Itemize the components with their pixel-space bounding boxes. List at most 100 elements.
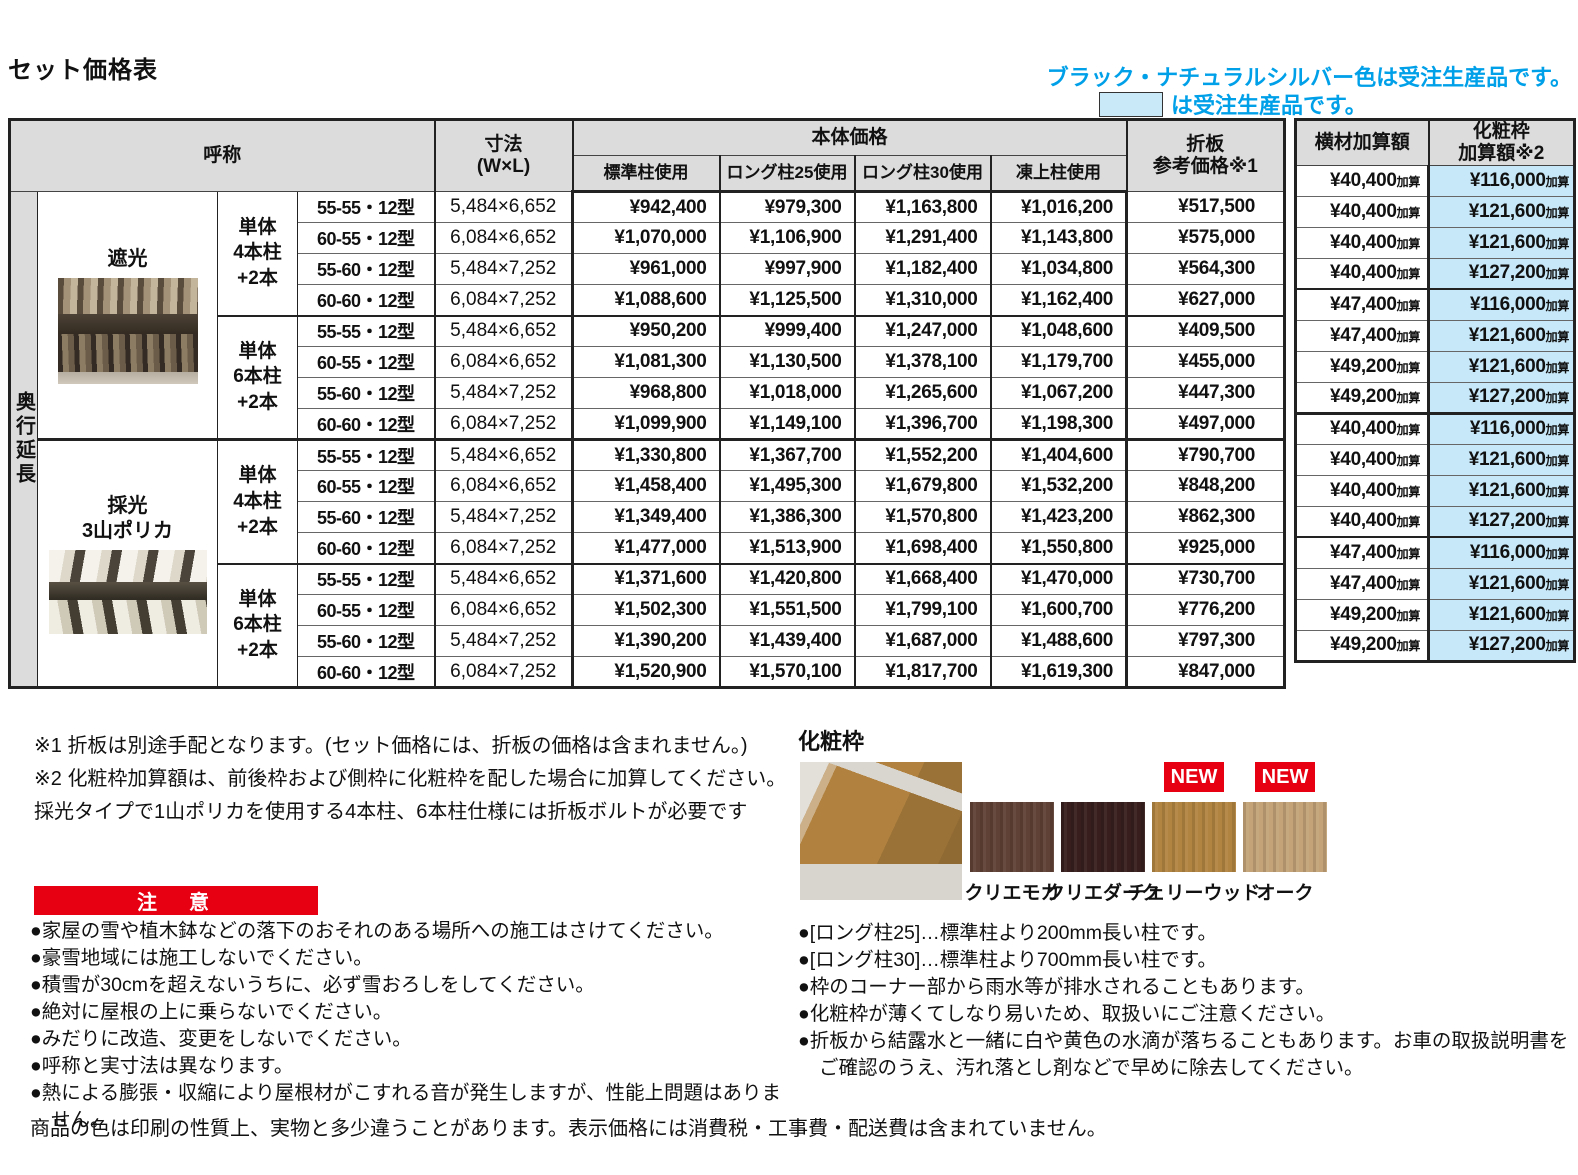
warning-item: ●絶対に屋根の上に乗らないでください。 [30, 1001, 393, 1023]
amount-text: ¥47,400 [1330, 572, 1397, 594]
kesho-addon-cell: ¥121,600加算 [1428, 350, 1576, 383]
price-frost-cell: ¥1,423,200 [990, 501, 1129, 533]
price-long25-cell: ¥1,106,900 [719, 222, 856, 254]
amount-text: ¥121,600 [1468, 200, 1546, 222]
price-standard-cell: ¥1,330,800 [572, 438, 721, 471]
kasan-suffix-text: 加算 [1396, 174, 1421, 189]
color-swatch-block: NEW チェリーウッド [1127, 762, 1261, 904]
price-standard-cell: ¥1,070,000 [572, 222, 721, 254]
yokozai-addon-cell: ¥40,400加算 [1295, 226, 1431, 259]
price-long30-cell: ¥1,265,600 [854, 377, 992, 409]
price-table-area: 呼称 寸法 (W×L) 本体価格 折板 参考価格※1 標準柱使用 ロング柱25使… [8, 118, 1577, 689]
amount-text: ¥40,400 [1330, 231, 1397, 253]
kesho-frame-corner-photo [800, 762, 962, 900]
header-long-pillar-25: ロング柱25使用 [718, 155, 856, 193]
warning-item: ●熱による膨張・収縮により屋根材がこすれる音が発生しますが、性能上問題はありませ… [30, 1082, 782, 1131]
set-price-table: 呼称 寸法 (W×L) 本体価格 折板 参考価格※1 標準柱使用 ロング柱25使… [8, 118, 1287, 689]
oriita-price-cell: ¥517,500 [1126, 191, 1286, 223]
amount-text: ¥127,200 [1468, 510, 1546, 532]
price-standard-cell: ¥1,458,400 [572, 470, 721, 502]
yokozai-addon-cell: ¥47,400加算 [1295, 567, 1431, 600]
kasan-suffix-text: 加算 [1545, 515, 1570, 530]
yokozai-addon-cell: ¥40,400加算 [1295, 411, 1431, 445]
kasan-suffix-text: 加算 [1545, 298, 1570, 313]
kesho-note-item: ●化粧枠が薄くてしなり易いため、取扱いにご注意ください。 [798, 1003, 1336, 1025]
made-to-order-note-text: は受注生産品です。 [1171, 93, 1367, 118]
kasan-suffix-text: 加算 [1545, 360, 1570, 375]
new-badge: NEW [1255, 762, 1315, 792]
price-frost-cell: ¥1,550,800 [990, 532, 1129, 564]
footnotes: ※1 折板は別途手配となります。(セット価格には、折板の価格は含まれません。) ※… [34, 730, 786, 829]
price-long30-cell: ¥1,817,700 [854, 656, 992, 688]
disclaimer-text: 商品の色は印刷の性質上、実物と多少違うことがあります。表示価格には消費税・工事費… [30, 1118, 1107, 1140]
kasan-suffix-text: 加算 [1545, 639, 1570, 654]
kesho-frame-section: 化粧枠 クリエモカ クリエダーク NEW チェリーウッド NEW オーク ●[ロング柱25… [790, 710, 1578, 1175]
new-badge: NEW [1164, 762, 1224, 792]
addon-table-row: ¥40,400加算 ¥121,600加算 [1295, 226, 1576, 259]
header-kesho-frame-addon: 化粧枠 加算額※2 [1427, 118, 1576, 166]
addon-table-row: ¥40,400加算 ¥116,000加算 [1295, 164, 1576, 197]
header-oriita-reference-price: 折板 参考価格※1 [1125, 118, 1286, 192]
oriita-price-cell: ¥409,500 [1126, 314, 1286, 347]
oriita-price-cell: ¥862,300 [1126, 501, 1286, 533]
yokozai-addon-cell: ¥49,200加算 [1295, 350, 1431, 383]
amount-text: ¥121,600 [1468, 448, 1546, 470]
oriita-price-cell: ¥776,200 [1126, 594, 1286, 626]
warning-item: ●呼称と実寸法は異なります。 [30, 1055, 294, 1077]
warning-item: ●家屋の雪や植木鉢などの落下のおそれのある場所への施工はさけてください。 [30, 920, 724, 942]
warning-banner: 注 意 [34, 886, 318, 915]
yokozai-addon-cell: ¥47,400加算 [1295, 536, 1431, 569]
oriita-price-cell: ¥627,000 [1126, 284, 1286, 316]
price-long30-cell: ¥1,799,100 [854, 594, 992, 626]
addon-table-row: ¥47,400加算 ¥121,600 加算 [1295, 567, 1576, 600]
table-row: 60-60・12型 6,084×7,252 ¥1,520,900 ¥1,570,100… [10, 656, 1286, 688]
addon-table-row: ¥40,400加算 ¥121,600加算 [1295, 443, 1576, 476]
yokozai-addon-cell: ¥40,400加算 [1295, 474, 1431, 507]
price-standard-cell: ¥1,390,200 [572, 625, 721, 657]
amount-text: ¥40,400 [1330, 200, 1397, 222]
header-frost-pillar: 凍上柱使用 [989, 155, 1128, 193]
model-name-cell: 60-55・12型 [296, 346, 436, 378]
dimension-cell: 5,484×6,652 [434, 562, 575, 595]
table-row: 60-60・12型 6,084×7,252 ¥1,099,900 ¥1,149,100… [10, 408, 1286, 440]
price-frost-cell: ¥1,067,200 [990, 377, 1129, 409]
model-name-cell: 55-60・12型 [296, 625, 436, 657]
price-long25-cell: ¥1,130,500 [719, 346, 856, 378]
table-row: 60-60・12型 6,084×7,252 ¥1,477,000 ¥1,513,900… [10, 532, 1286, 564]
amount-text: ¥40,400 [1330, 169, 1397, 191]
price-long30-cell: ¥1,570,800 [854, 501, 992, 533]
oriita-price-cell: ¥848,200 [1126, 470, 1286, 502]
amount-text: ¥49,200 [1330, 355, 1397, 377]
amount-text: ¥127,200 [1468, 262, 1546, 284]
amount-text: ¥121,600 [1468, 324, 1546, 346]
amount-text: ¥49,200 [1330, 603, 1397, 625]
model-name-cell: 55-60・12型 [296, 501, 436, 533]
kesho-notes-list: ●[ロング柱25]…標準柱より200mm長い柱です。 ●[ロング柱30]…標準柱よ… [798, 920, 1573, 1082]
kesho-addon-cell: ¥127,200加算 [1428, 381, 1576, 414]
addon-table-row: ¥47,400加算 ¥121,600加算 [1295, 319, 1576, 352]
amount-text: ¥47,400 [1330, 293, 1397, 315]
price-standard-cell: ¥968,800 [572, 377, 721, 409]
product-name-label: 採光 3山ポリカ [81, 494, 174, 542]
price-long25-cell: ¥997,900 [719, 253, 856, 285]
price-long30-cell: ¥1,552,200 [854, 438, 992, 471]
price-long30-cell: ¥1,668,400 [854, 562, 992, 595]
kasan-suffix-text: 加算 [1396, 453, 1421, 468]
kasan-suffix-text: 加算 [1396, 577, 1421, 592]
model-name-cell: 60-60・12型 [296, 284, 436, 316]
oriita-price-cell: ¥564,300 [1126, 253, 1286, 285]
model-name-cell: 60-60・12型 [296, 532, 436, 564]
oriita-price-cell: ¥730,700 [1126, 562, 1286, 595]
pillar-spec-cell: 単体 4本柱 +2本 [217, 438, 298, 564]
price-long30-cell: ¥1,182,400 [854, 253, 992, 285]
amount-text: ¥121,600 [1468, 572, 1546, 594]
kesho-addon-cell: ¥121,600加算 [1428, 195, 1576, 228]
price-frost-cell: ¥1,179,700 [990, 346, 1129, 378]
color-swatch-block: クリエダーク [1046, 802, 1160, 904]
price-frost-cell: ¥1,048,600 [990, 314, 1129, 347]
warning-item: ●積雪が30cmを超えないうちに、必ず雪おろしをしてください。 [30, 974, 595, 996]
kasan-suffix-text: 加算 [1396, 515, 1421, 530]
addon-table-row: ¥40,400加算 ¥127,200加算 [1295, 505, 1576, 538]
addon-table-row: ¥40,400加算 ¥121,600加算 [1295, 474, 1576, 507]
header-name: 呼称 [8, 118, 436, 192]
